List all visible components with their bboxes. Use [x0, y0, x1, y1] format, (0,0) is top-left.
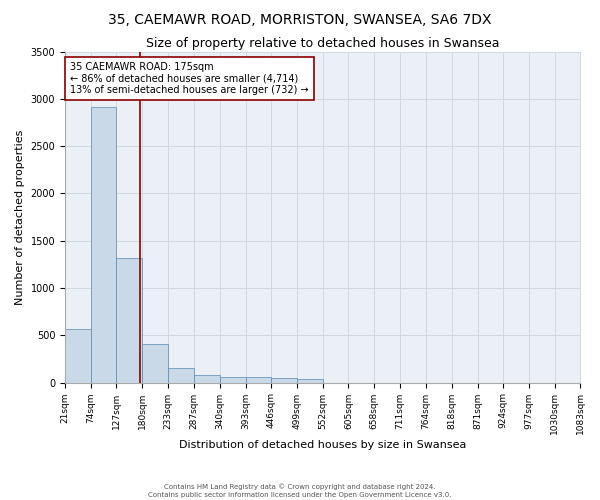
- Bar: [271, 378, 297, 382]
- Y-axis label: Number of detached properties: Number of detached properties: [15, 130, 25, 305]
- X-axis label: Distribution of detached houses by size in Swansea: Distribution of detached houses by size …: [179, 440, 466, 450]
- Text: 35, CAEMAWR ROAD, MORRISTON, SWANSEA, SA6 7DX: 35, CAEMAWR ROAD, MORRISTON, SWANSEA, SA…: [108, 12, 492, 26]
- Bar: [116, 258, 142, 382]
- Title: Size of property relative to detached houses in Swansea: Size of property relative to detached ho…: [146, 38, 500, 51]
- Bar: [142, 344, 168, 383]
- Bar: [297, 379, 323, 382]
- Text: Contains HM Land Registry data © Crown copyright and database right 2024.
Contai: Contains HM Land Registry data © Crown c…: [148, 484, 452, 498]
- Bar: [194, 375, 220, 382]
- Bar: [220, 377, 245, 382]
- Bar: [65, 328, 91, 382]
- Bar: [91, 108, 116, 382]
- Bar: [245, 378, 271, 382]
- Text: 35 CAEMAWR ROAD: 175sqm
← 86% of detached houses are smaller (4,714)
13% of semi: 35 CAEMAWR ROAD: 175sqm ← 86% of detache…: [70, 62, 309, 95]
- Bar: [168, 368, 194, 382]
